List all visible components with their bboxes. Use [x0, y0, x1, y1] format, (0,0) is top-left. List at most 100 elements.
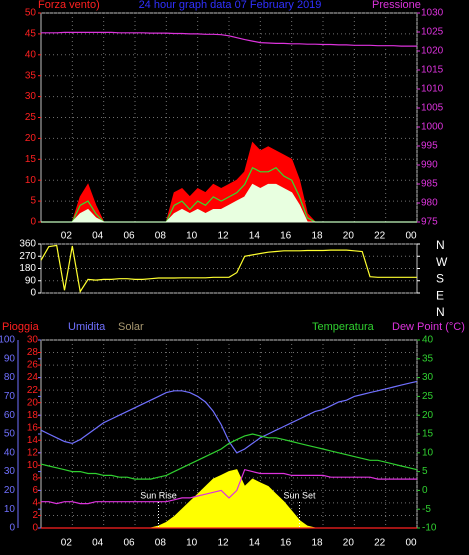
y2-tick-label: S	[436, 272, 444, 286]
y2-tick-label: 975	[421, 217, 438, 228]
x-tick-label: 08	[155, 538, 167, 549]
y2-tick-label: 0	[422, 485, 428, 496]
series-line	[41, 31, 417, 47]
x-tick-label: 08	[155, 231, 167, 242]
y3-tick-label: 0	[9, 523, 15, 534]
y2-tick-label: 35	[422, 353, 434, 364]
y2-tick-label: 1015	[421, 65, 444, 76]
y2-tick-label: 5	[422, 466, 428, 477]
y-tick-label: 10	[25, 175, 37, 186]
x-tick-label: 06	[123, 538, 135, 549]
y3-tick-label: 30	[4, 466, 16, 477]
x-tick-label: 12	[217, 538, 229, 549]
y2-tick-label: 985	[421, 179, 438, 190]
y-tick-label: 30	[27, 335, 39, 346]
y-tick-label: 14	[27, 435, 39, 446]
y-tick-label: 16	[27, 422, 39, 433]
y-tick-label: 2	[32, 510, 38, 521]
y-tick-label: 28	[27, 347, 39, 358]
x-tick-label: 00	[405, 538, 417, 549]
x-tick-label: 16	[280, 231, 292, 242]
x-tick-label: 02	[61, 538, 73, 549]
x-tick-label: 12	[217, 231, 229, 242]
y-tick-label: 26	[27, 360, 39, 371]
y-tick-label: 4	[32, 498, 38, 509]
y2-tick-label: 25	[422, 391, 434, 402]
series-label: Pioggia	[2, 321, 40, 333]
x-tick-label: 18	[311, 231, 323, 242]
annotation-label: Sun Set	[283, 490, 316, 500]
y2-tick-label: 995	[421, 141, 438, 152]
y-tick-label: 18	[27, 410, 39, 421]
x-tick-label: 00	[405, 231, 417, 242]
series-line	[40, 433, 418, 480]
y2-tick-label: 1005	[421, 103, 444, 114]
x-tick-label: 22	[374, 538, 386, 549]
x-tick-label: 16	[280, 538, 292, 549]
y-axis-label: Forza vento)	[38, 0, 100, 11]
y-tick-label: 10	[27, 460, 39, 471]
y3-tick-label: 90	[4, 353, 16, 364]
y-tick-label: 45	[25, 29, 37, 40]
y-tick-label: 0	[32, 523, 38, 534]
x-tick-label: 10	[186, 538, 198, 549]
y-tick-label: 20	[27, 397, 39, 408]
x-tick-label: 04	[92, 231, 104, 242]
y2-tick-label: W	[436, 255, 448, 269]
y3-tick-label: 40	[4, 447, 16, 458]
x-tick-label: 02	[61, 231, 73, 242]
y3-tick-label: 100	[0, 335, 15, 346]
y2-tick-label: 20	[422, 410, 434, 421]
y-tick-label: 22	[27, 385, 39, 396]
y2-tick-label: -10	[422, 523, 437, 534]
series-line	[41, 468, 417, 505]
y2-tick-label: 1010	[421, 84, 444, 95]
y-tick-label: 5	[30, 196, 36, 207]
y2-tick-label: 1020	[421, 46, 444, 57]
y2-tick-label: E	[436, 288, 444, 302]
y2-tick-label: N	[436, 305, 445, 319]
y-tick-label: 270	[19, 251, 36, 262]
y-tick-label: 0	[30, 217, 36, 228]
series-label: Temperatura	[312, 321, 375, 333]
y-tick-label: 30	[25, 91, 37, 102]
y3-tick-label: 70	[4, 391, 16, 402]
x-tick-label: 04	[92, 538, 104, 549]
y3-tick-label: 60	[4, 410, 16, 421]
y-tick-label: 40	[25, 49, 37, 60]
series-label: Umidita	[68, 321, 106, 333]
series-label: Solar	[118, 321, 144, 333]
series-label: Dew Point (°C)	[392, 321, 465, 333]
x-tick-label: 10	[186, 231, 198, 242]
y2-tick-label: 40	[422, 335, 434, 346]
y-tick-label: 6	[32, 485, 38, 496]
y2-tick-label: 15	[422, 429, 434, 440]
y-tick-label: 180	[19, 263, 36, 274]
y2-tick-label: 990	[421, 160, 438, 171]
y2-tick-label: 1030	[421, 8, 444, 19]
y-tick-label: 35	[25, 70, 37, 81]
y-tick-label: 24	[27, 372, 39, 383]
y-tick-label: 90	[25, 275, 37, 286]
y2-tick-label: -5	[422, 504, 431, 515]
y3-tick-label: 20	[4, 485, 16, 496]
y-tick-label: 20	[25, 133, 37, 144]
y-tick-label: 360	[19, 239, 36, 250]
x-tick-label: 22	[374, 231, 386, 242]
x-tick-label: 20	[343, 231, 355, 242]
y2-tick-label: 980	[421, 198, 438, 209]
annotation-label: Sun Rise	[140, 490, 177, 500]
y2-axis-label: Pressione	[372, 0, 421, 11]
y-tick-label: 25	[25, 112, 37, 123]
series-area	[41, 183, 417, 223]
x-tick-label: 14	[249, 231, 261, 242]
x-tick-label: 20	[343, 538, 355, 549]
y2-tick-label: 30	[422, 372, 434, 383]
y2-tick-label: 10	[422, 447, 434, 458]
series-line	[40, 380, 418, 454]
y3-tick-label: 80	[4, 372, 16, 383]
chart-title: 24 hour graph data 07 February 2019	[139, 0, 322, 11]
y3-tick-label: 50	[4, 429, 16, 440]
x-tick-label: 06	[123, 231, 135, 242]
